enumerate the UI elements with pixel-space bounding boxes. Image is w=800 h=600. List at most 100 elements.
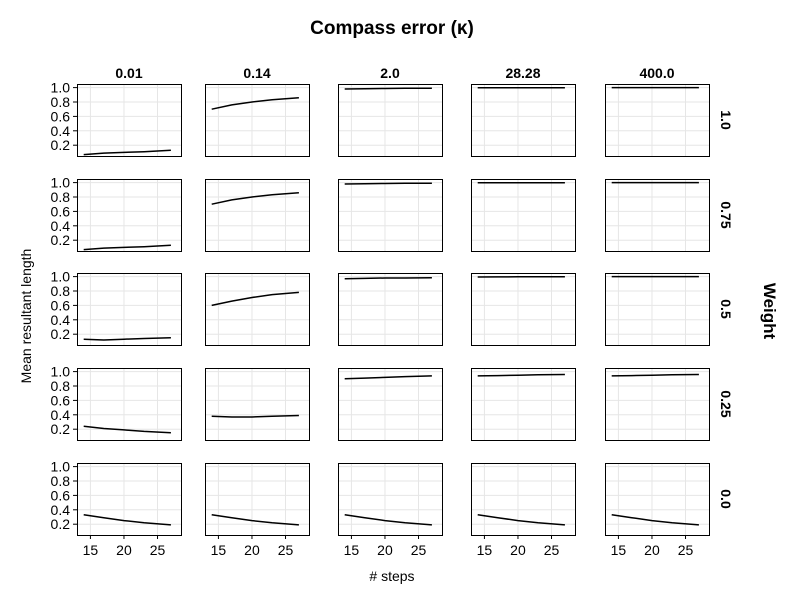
facet-panel (605, 84, 710, 157)
panel-frame (77, 179, 182, 252)
facet-panel (338, 84, 443, 157)
series-line (83, 337, 171, 341)
y-tick-label: 0.8 (51, 378, 71, 394)
y-tick-label: 0.2 (51, 232, 71, 248)
series-line (211, 291, 299, 307)
row-label: 0.25 (718, 390, 734, 417)
panel-frame (338, 84, 443, 157)
y-tick-label: 0.8 (51, 473, 71, 489)
panel-frame (605, 179, 710, 252)
panel-frame (471, 273, 576, 346)
panel-frame (205, 179, 310, 252)
panel-frame (605, 84, 710, 157)
x-tick-label: 15 (611, 542, 627, 558)
x-tick-label: 15 (83, 542, 99, 558)
facet-panel (605, 273, 710, 346)
panel-frame (605, 368, 710, 441)
facet-panel: 15 20 25 (205, 463, 310, 558)
y-tick-label: 0.4 (51, 407, 71, 423)
panel-frame (77, 273, 182, 346)
facet-panel (205, 368, 310, 441)
facet-panel (471, 179, 576, 252)
facet-panel (338, 368, 443, 441)
panel-frame (471, 179, 576, 252)
panel-frame (471, 84, 576, 157)
facet-panel: 15 20 25 (605, 463, 710, 558)
y-tick-label: 0.6 (51, 297, 71, 313)
y-tick-label: 0.2 (51, 137, 71, 153)
panel-frame (77, 84, 182, 157)
y-tick-label: 0.4 (51, 312, 71, 328)
x-tick-label: 15 (344, 542, 360, 558)
x-tick-label: 20 (116, 542, 132, 558)
row-label: 1.0 (718, 110, 734, 130)
row-facet-title: Weight (760, 283, 779, 340)
series-line (83, 244, 171, 251)
y-tick-label: 0.4 (51, 218, 71, 234)
panel-frame (338, 368, 443, 441)
series-line (477, 514, 565, 526)
y-tick-label: 0.2 (51, 516, 71, 532)
x-tick-label: 25 (278, 542, 294, 558)
panel-frame (471, 368, 576, 441)
series-line (344, 276, 432, 280)
y-tick-label: 1.0 (51, 269, 71, 285)
series-line (611, 514, 699, 526)
facet-panel (471, 368, 576, 441)
facet-panel (605, 368, 710, 441)
x-tick-label: 25 (150, 542, 166, 558)
panel-frame (77, 463, 182, 536)
facet-panel: 0.20.40.60.81.0 15 20 25 (51, 459, 182, 558)
x-tick-label: 25 (411, 542, 427, 558)
chart-title: Compass error (κ) (310, 18, 474, 39)
column-label: 0.01 (115, 65, 142, 81)
facet-panel: 0.20.40.60.81.0 (51, 80, 182, 157)
facet-panel: 15 20 25 (471, 463, 576, 558)
panel-frame (471, 463, 576, 536)
y-tick-label: 1.0 (51, 175, 71, 191)
panel-frame (205, 273, 310, 346)
series-line (611, 373, 699, 377)
series-line (83, 149, 171, 156)
series-line (211, 191, 299, 205)
series-line (344, 514, 432, 526)
panel-frame (605, 463, 710, 536)
y-tick-label: 0.8 (51, 189, 71, 205)
series-line (344, 87, 432, 90)
x-tick-label: 20 (244, 542, 260, 558)
row-label: 0.0 (718, 489, 734, 509)
x-tick-label: 20 (510, 542, 526, 558)
y-tick-label: 0.8 (51, 94, 71, 110)
x-tick-label: 15 (211, 542, 227, 558)
y-tick-label: 0.2 (51, 421, 71, 437)
y-tick-label: 1.0 (51, 459, 71, 475)
y-tick-label: 0.6 (51, 203, 71, 219)
series-line (211, 514, 299, 526)
column-label: 400.0 (639, 65, 674, 81)
series-line (211, 96, 299, 110)
series-line (477, 373, 565, 377)
series-line (344, 375, 432, 380)
y-tick-label: 0.6 (51, 487, 71, 503)
facet-panel (338, 273, 443, 346)
y-tick-label: 0.4 (51, 502, 71, 518)
facet-panel (205, 179, 310, 252)
y-tick-label: 1.0 (51, 364, 71, 380)
panel-frame (205, 368, 310, 441)
panel-frame (338, 463, 443, 536)
y-tick-label: 1.0 (51, 80, 71, 96)
facet-panel: 0.20.40.60.81.0 (51, 269, 182, 346)
panel-frame (338, 273, 443, 346)
x-tick-label: 20 (644, 542, 660, 558)
column-label: 2.0 (380, 65, 400, 81)
facet-panel (471, 273, 576, 346)
facet-panel (205, 84, 310, 157)
y-tick-label: 0.4 (51, 123, 71, 139)
series-line (83, 425, 171, 434)
panel-frame (205, 463, 310, 536)
facet-panel (605, 179, 710, 252)
series-line (211, 414, 299, 418)
y-tick-label: 0.6 (51, 108, 71, 124)
column-label: 28.28 (505, 65, 540, 81)
